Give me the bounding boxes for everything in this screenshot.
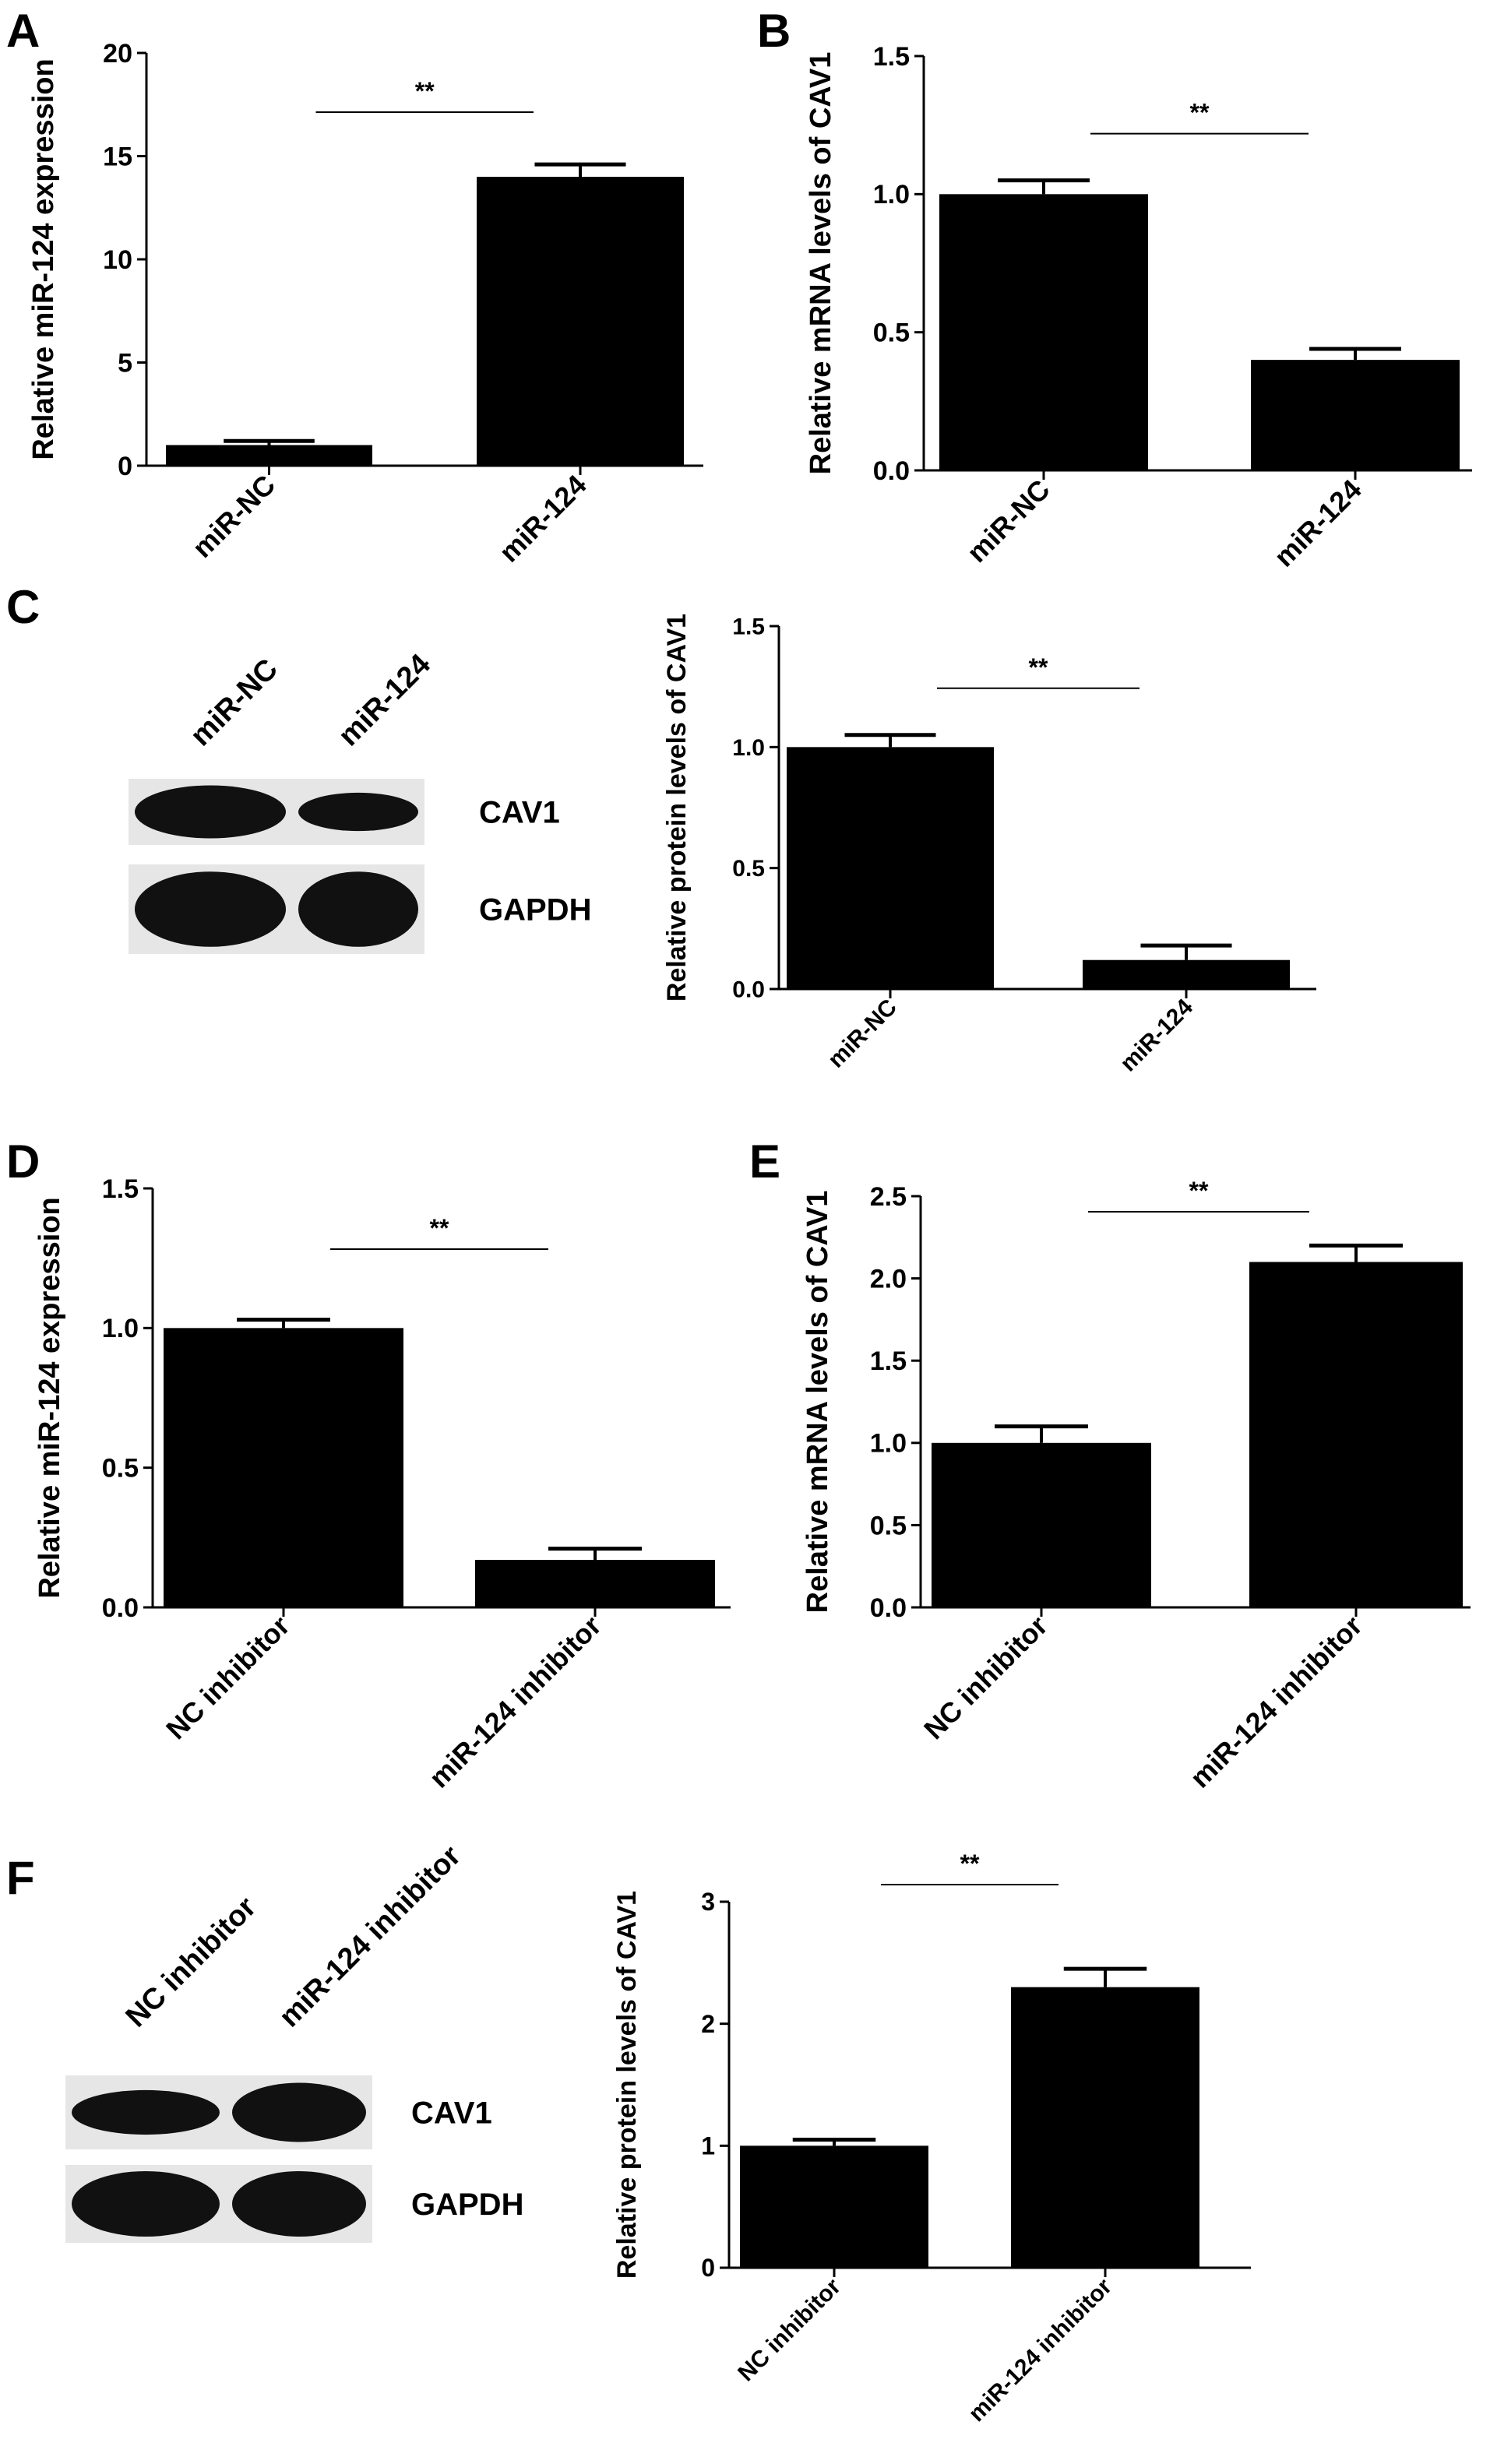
panel-letter-d: D (6, 1135, 40, 1188)
category-label-f-1: NC inhibitor (733, 2273, 846, 2386)
western-blot-c: miR-NC miR-124 CAV1 GAPDH (129, 648, 591, 954)
band-gapdh-f-2 (232, 2171, 366, 2237)
significance-marker-e: ** (1189, 1177, 1209, 1205)
band-label-f-2: GAPDH (411, 2188, 523, 2222)
y-axis-label-a: Relative miR-124 expression (27, 58, 60, 459)
y-tick-label-b: 0.0 (873, 456, 910, 486)
category-label-b-2: miR-124 (1268, 473, 1368, 573)
band-label-c-2: GAPDH (479, 893, 591, 928)
category-label-a-2: miR-124 (493, 469, 593, 568)
y-axis-label-b: Relative mRNA levels of CAV1 (805, 52, 837, 475)
significance-marker-b: ** (1190, 99, 1210, 127)
significance-marker-c: ** (1029, 653, 1048, 681)
chart-d: 0.0 0.5 1.0 1.5 Relative miR-124 expression N… (33, 1174, 731, 1794)
band-label-f-1: CAV1 (411, 2096, 492, 2131)
panel-letter-f: F (6, 1852, 35, 1904)
band-gapdh-c-1 (135, 871, 286, 947)
band-cav1-c-2 (298, 792, 418, 832)
y-tick-label-f: 2 (701, 2010, 715, 2038)
y-tick-label-c: 0.5 (732, 856, 765, 882)
lane-label-c-1: miR-NC (185, 653, 284, 752)
bar-c-2 (1083, 959, 1290, 989)
bar-a-2 (477, 177, 684, 466)
bar-e-1 (932, 1442, 1151, 1607)
lane-label-c-2: miR-124 (333, 648, 437, 752)
lane-label-f-2: miR-124 inhibitor (273, 1839, 467, 2033)
bar-d-2 (475, 1560, 715, 1607)
chart-c: 0.0 0.5 1.0 1.5 Relative protein levels of C… (662, 614, 1316, 1076)
band-cav1-c-1 (135, 785, 286, 839)
bar-a-1 (166, 445, 372, 466)
y-tick-label-b: 0.5 (873, 319, 910, 348)
chart-e: 0.0 0.5 1.0 1.5 2.0 2.5 Relative mRNA levels o… (801, 1177, 1471, 1794)
y-tick-label-f: 0 (701, 2254, 715, 2282)
panel-letter-c: C (6, 581, 40, 633)
category-label-f-2: miR-124 inhibitor (963, 2273, 1117, 2427)
y-tick-label-f: 1 (701, 2132, 715, 2160)
panel-letter-e: E (749, 1135, 780, 1188)
y-tick-label-b: 1.5 (873, 42, 910, 72)
band-cav1-f-1 (72, 2089, 220, 2135)
category-label-c-1: miR-NC (823, 994, 902, 1073)
bar-b-2 (1251, 360, 1460, 470)
bar-e-2 (1249, 1262, 1463, 1607)
band-gapdh-f-1 (72, 2171, 220, 2237)
y-tick-label-a: 10 (103, 245, 132, 275)
y-tick-label-e: 2.5 (870, 1182, 907, 1212)
chart-a: 0 5 10 15 20 Relative miR-124 expression miR-N… (27, 39, 703, 568)
y-tick-label-a: 0 (118, 452, 132, 481)
y-axis-label-f: Relative protein levels of CAV1 (612, 1891, 642, 2279)
significance-marker-d: ** (430, 1214, 449, 1242)
y-axis-label-e: Relative mRNA levels of CAV1 (801, 1191, 834, 1614)
band-label-c-1: CAV1 (479, 796, 560, 830)
band-gapdh-c-2 (298, 871, 418, 947)
bar-c-1 (787, 747, 994, 989)
y-axis-label-c: Relative protein levels of CAV1 (662, 614, 692, 1001)
y-tick-label-e: 1.0 (870, 1429, 907, 1459)
chart-b: 0.0 0.5 1.0 1.5 Relative mRNA levels of CAV1… (805, 42, 1472, 573)
significance-marker-f: ** (960, 1850, 980, 1878)
category-label-a-1: miR-NC (186, 469, 281, 564)
y-tick-label-c: 1.0 (732, 735, 765, 761)
y-tick-label-d: 1.5 (102, 1174, 139, 1204)
y-tick-label-e: 0.5 (870, 1511, 907, 1540)
panel-letter-b: B (757, 5, 791, 57)
y-tick-label-e: 1.5 (870, 1346, 907, 1376)
y-tick-label-d: 1.0 (102, 1314, 139, 1343)
y-tick-label-c: 0.0 (732, 977, 765, 1003)
category-label-d-1: NC inhibitor (160, 1610, 296, 1746)
y-tick-label-e: 0.0 (870, 1593, 907, 1623)
y-tick-label-c: 1.5 (732, 614, 765, 640)
y-tick-label-d: 0.5 (102, 1454, 139, 1484)
bar-b-1 (939, 194, 1148, 471)
y-tick-label-b: 1.0 (873, 180, 910, 209)
panel-letter-a: A (6, 5, 40, 57)
category-label-b-1: miR-NC (960, 473, 1055, 568)
category-label-c-2: miR-124 (1115, 994, 1198, 1076)
western-blot-f: NC inhibitor miR-124 inhibitor CAV1 GAPDH (65, 1839, 523, 2243)
lane-label-f-1: NC inhibitor (120, 1891, 263, 2034)
category-label-d-2: miR-124 inhibitor (423, 1610, 608, 1794)
category-label-e-2: miR-124 inhibitor (1184, 1610, 1368, 1794)
y-tick-label-e: 2.0 (870, 1265, 907, 1294)
y-tick-label-a: 5 (118, 348, 132, 378)
significance-marker-a: ** (415, 77, 435, 105)
bar-d-1 (164, 1328, 403, 1607)
category-label-e-1: NC inhibitor (918, 1610, 1054, 1746)
bar-f-1 (740, 2145, 928, 2268)
y-tick-label-a: 20 (103, 39, 132, 69)
y-tick-label-a: 15 (103, 142, 132, 171)
y-tick-label-d: 0.0 (102, 1593, 139, 1623)
y-tick-label-f: 3 (701, 1888, 715, 1916)
band-cav1-f-2 (232, 2082, 366, 2142)
y-axis-label-d: Relative miR-124 expression (33, 1197, 66, 1598)
bar-f-2 (1011, 1987, 1199, 2268)
chart-f: 0 1 2 3 Relative protein levels of CAV1 NC in… (612, 1850, 1251, 2427)
